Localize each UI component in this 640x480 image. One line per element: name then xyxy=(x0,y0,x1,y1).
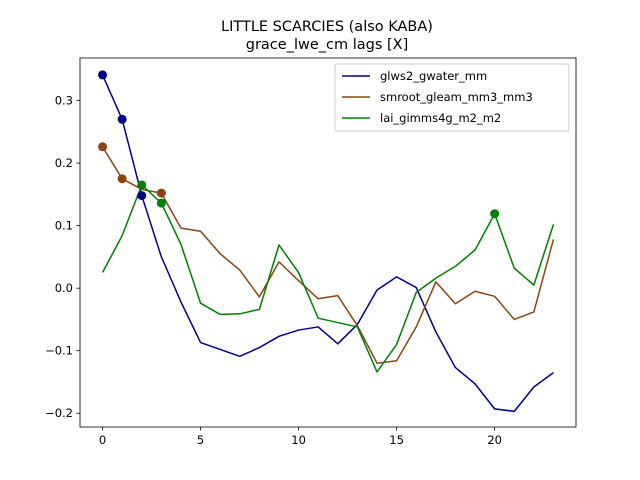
series-1-marker xyxy=(156,188,166,198)
x-tick-label: 0 xyxy=(99,433,106,447)
legend-box xyxy=(334,63,570,132)
series-line-2 xyxy=(101,184,555,373)
series-0-marker xyxy=(117,114,127,124)
y-tick-label: 0.1 xyxy=(55,219,73,233)
series-2-marker xyxy=(156,198,166,208)
axes-frame xyxy=(79,57,577,428)
x-tick-label: 15 xyxy=(389,433,404,447)
x-tick-label: 5 xyxy=(197,433,204,447)
series-2-marker xyxy=(490,209,500,219)
legend-label-2: lai_gimms4g_m2_m2 xyxy=(380,111,501,125)
series-1-marker xyxy=(117,174,127,184)
legend-label-1: smroot_gleam_mm3_mm3 xyxy=(380,90,533,104)
series-0-marker xyxy=(137,191,147,201)
chart-subtitle: grace_lwe_cm lags [X] xyxy=(246,37,409,53)
y-tick-label: −0.2 xyxy=(45,406,73,420)
legend: glws2_gwater_mm smroot_gleam_mm3_mm3 lai_g… xyxy=(334,63,570,132)
series-line-1 xyxy=(101,146,555,364)
y-tick-label: 0.0 xyxy=(55,281,73,295)
chart-title: LITTLE SCARCIES (also KABA) xyxy=(221,19,433,35)
y-tick-label: 0.3 xyxy=(55,94,73,108)
legend-label-0: glws2_gwater_mm xyxy=(380,69,487,83)
y-tick-label: −0.1 xyxy=(45,344,73,358)
y-tick-label: 0.2 xyxy=(55,156,73,170)
plot-area: 0 5 10 15 20 −0.2 −0.1 0.0 0.1 0.2 0.3 xyxy=(45,57,577,447)
x-tick-label: 10 xyxy=(291,433,306,447)
series-2-marker xyxy=(137,180,147,190)
series-0-marker xyxy=(98,70,108,80)
x-tick-label: 20 xyxy=(487,433,502,447)
series-line-0 xyxy=(101,74,554,413)
series-1-marker xyxy=(98,142,108,152)
